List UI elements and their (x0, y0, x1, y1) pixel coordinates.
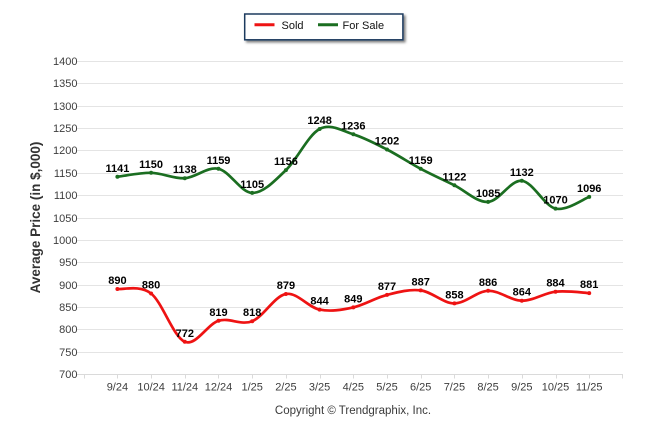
svg-text:1/25: 1/25 (241, 382, 262, 394)
svg-text:1200: 1200 (53, 145, 77, 157)
svg-text:879: 879 (277, 280, 295, 292)
svg-text:800: 800 (59, 324, 77, 336)
svg-text:Copyright © Trendgraphix, Inc.: Copyright © Trendgraphix, Inc. (275, 405, 431, 417)
svg-text:1138: 1138 (173, 164, 197, 176)
svg-text:881: 881 (580, 279, 598, 291)
svg-text:884: 884 (546, 278, 565, 290)
svg-text:864: 864 (513, 287, 532, 299)
svg-text:1085: 1085 (476, 188, 500, 200)
svg-text:1400: 1400 (53, 56, 77, 68)
svg-text:Average Price (in $,000): Average Price (in $,000) (28, 142, 43, 294)
svg-text:850: 850 (59, 302, 77, 314)
svg-text:10/25: 10/25 (542, 382, 570, 394)
svg-text:2/25: 2/25 (275, 382, 296, 394)
svg-text:11/24: 11/24 (171, 382, 198, 394)
svg-text:1132: 1132 (510, 167, 534, 179)
svg-text:1150: 1150 (139, 159, 163, 171)
svg-text:1156: 1156 (274, 156, 298, 168)
svg-text:12/24: 12/24 (205, 382, 233, 394)
svg-text:10/24: 10/24 (137, 382, 165, 394)
svg-text:1100: 1100 (54, 190, 78, 202)
svg-text:844: 844 (310, 296, 329, 308)
svg-text:877: 877 (378, 281, 396, 293)
svg-text:9/24: 9/24 (107, 382, 128, 394)
svg-text:1096: 1096 (577, 183, 601, 195)
svg-text:3/25: 3/25 (309, 382, 330, 394)
svg-text:818: 818 (243, 307, 261, 319)
svg-text:1250: 1250 (53, 123, 77, 135)
svg-text:For Sale: For Sale (343, 20, 385, 32)
svg-text:858: 858 (445, 289, 463, 301)
svg-text:1248: 1248 (307, 115, 331, 127)
svg-text:5/25: 5/25 (376, 382, 397, 394)
svg-text:6/25: 6/25 (410, 382, 431, 394)
svg-text:772: 772 (176, 328, 194, 340)
svg-text:1122: 1122 (442, 171, 466, 183)
svg-text:1150: 1150 (54, 168, 78, 180)
svg-text:1202: 1202 (375, 136, 399, 148)
svg-text:700: 700 (59, 369, 77, 381)
svg-text:1159: 1159 (207, 155, 231, 167)
svg-text:1350: 1350 (53, 78, 77, 90)
svg-text:849: 849 (344, 293, 362, 305)
svg-text:4/25: 4/25 (343, 382, 364, 394)
svg-text:8/25: 8/25 (477, 382, 498, 394)
svg-text:1050: 1050 (53, 213, 77, 225)
svg-text:950: 950 (59, 257, 77, 269)
svg-text:1159: 1159 (409, 155, 433, 167)
svg-text:9/25: 9/25 (511, 382, 532, 394)
svg-text:1070: 1070 (543, 195, 567, 207)
svg-text:900: 900 (59, 280, 77, 292)
svg-text:Sold: Sold (282, 20, 304, 32)
svg-text:7/25: 7/25 (444, 382, 465, 394)
svg-text:880: 880 (142, 280, 160, 292)
svg-text:887: 887 (412, 276, 430, 288)
svg-text:1300: 1300 (53, 101, 77, 113)
svg-text:11/25: 11/25 (576, 382, 603, 394)
svg-text:886: 886 (479, 277, 497, 289)
svg-text:819: 819 (209, 307, 227, 319)
svg-text:890: 890 (108, 275, 126, 287)
svg-text:1236: 1236 (341, 120, 365, 132)
svg-text:1105: 1105 (240, 179, 264, 191)
svg-text:1000: 1000 (53, 235, 77, 247)
svg-text:1141: 1141 (105, 163, 129, 175)
svg-text:750: 750 (59, 347, 77, 359)
